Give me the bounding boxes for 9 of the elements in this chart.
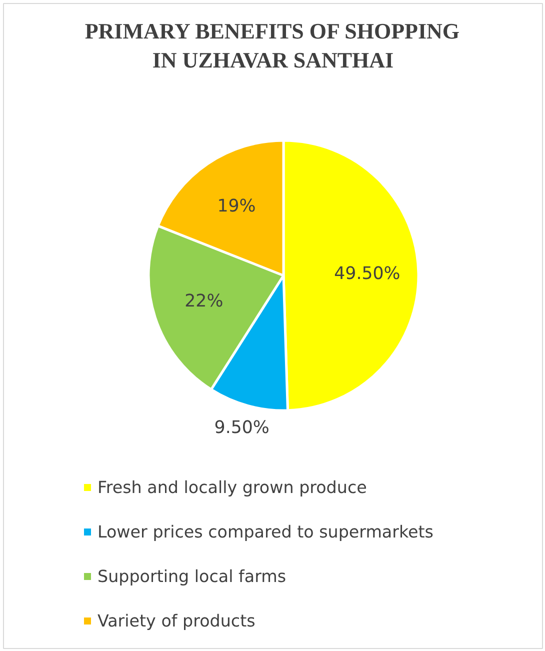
legend-label: Fresh and locally grown produce [98, 478, 367, 497]
legend-label: Supporting local farms [98, 567, 286, 586]
chart-title: PRIMARY BENEFITS OF SHOPPING IN UZHAVAR SANTHAI [84, 18, 460, 72]
legend-label: Variety of products [98, 612, 256, 630]
legend-label: Lower prices compared to supermarkets [98, 522, 434, 542]
data-label: 49.50% [334, 264, 400, 284]
data-label: 9.50% [214, 418, 270, 438]
data-label: 22% [184, 291, 224, 312]
data-label: 19% [217, 196, 256, 216]
